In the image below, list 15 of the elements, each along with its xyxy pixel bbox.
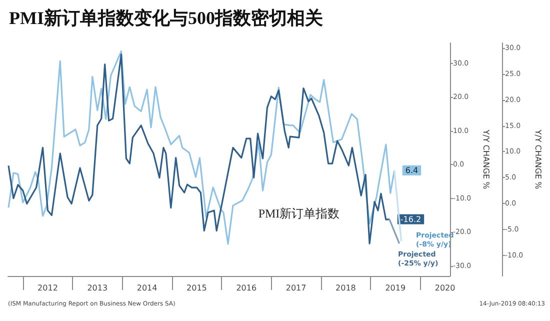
x-tick-label: 2014	[136, 284, 158, 292]
chart-title: PMI新订单指数变化与500指数密切相关	[9, 8, 323, 28]
y-axis-title: Y/Y CHANGE %	[482, 128, 490, 190]
x-tick-label: 2019	[385, 284, 406, 292]
x-tick-label: 2020	[434, 284, 456, 292]
text: PMI新订单指数	[258, 206, 340, 221]
data-label: -16.2	[400, 214, 422, 224]
x-tick-label: 2015	[186, 284, 207, 292]
y2-axis-title: Y/Y CHANGE %	[534, 128, 542, 190]
x-tick-label: 2013	[87, 284, 108, 292]
data-label: 6.4	[405, 166, 418, 175]
x-tick-label: 2016	[236, 284, 257, 292]
x-tick-label: 2018	[336, 284, 356, 292]
x-tick-label: 2012	[38, 284, 58, 292]
x-tick-label: 2017	[286, 284, 306, 292]
